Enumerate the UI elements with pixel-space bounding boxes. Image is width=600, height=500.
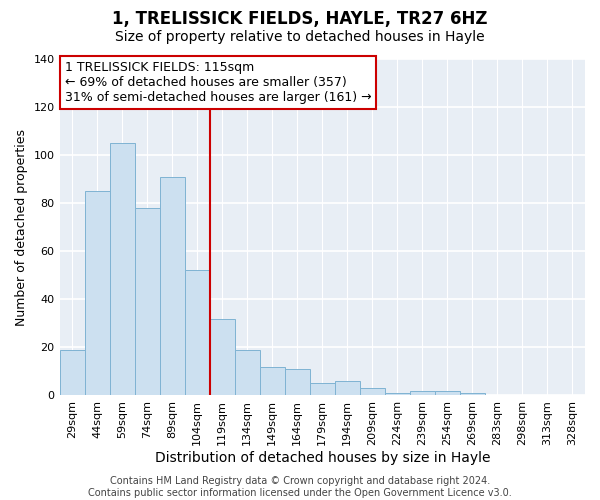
Bar — [435, 390, 460, 396]
Bar — [410, 390, 435, 396]
Bar — [285, 369, 310, 396]
Text: 1 TRELISSICK FIELDS: 115sqm
← 69% of detached houses are smaller (357)
31% of se: 1 TRELISSICK FIELDS: 115sqm ← 69% of det… — [65, 60, 371, 104]
Bar — [110, 143, 134, 396]
Y-axis label: Number of detached properties: Number of detached properties — [15, 128, 28, 326]
Bar — [160, 177, 185, 396]
Text: Size of property relative to detached houses in Hayle: Size of property relative to detached ho… — [115, 30, 485, 44]
Bar — [209, 318, 235, 396]
Text: Contains HM Land Registry data © Crown copyright and database right 2024.
Contai: Contains HM Land Registry data © Crown c… — [88, 476, 512, 498]
Bar — [185, 270, 209, 396]
Bar — [59, 350, 85, 396]
Bar — [134, 208, 160, 396]
Bar — [310, 384, 335, 396]
Bar — [360, 388, 385, 396]
X-axis label: Distribution of detached houses by size in Hayle: Distribution of detached houses by size … — [155, 451, 490, 465]
Bar — [460, 393, 485, 396]
Bar — [335, 381, 360, 396]
Bar — [385, 393, 410, 396]
Bar — [235, 350, 260, 396]
Bar — [260, 366, 285, 396]
Text: 1, TRELISSICK FIELDS, HAYLE, TR27 6HZ: 1, TRELISSICK FIELDS, HAYLE, TR27 6HZ — [112, 10, 488, 28]
Bar — [85, 191, 110, 396]
